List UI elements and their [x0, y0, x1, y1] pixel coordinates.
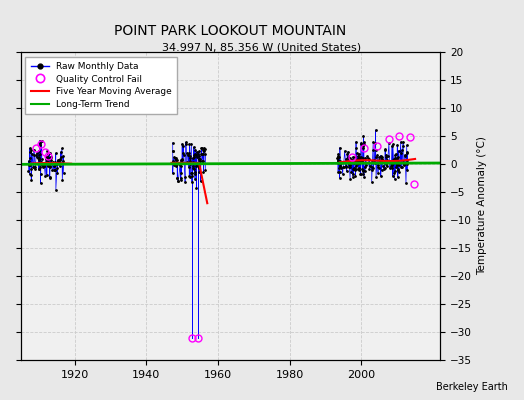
Text: 34.997 N, 85.356 W (United States): 34.997 N, 85.356 W (United States)	[162, 42, 362, 52]
Y-axis label: Temperature Anomaly (°C): Temperature Anomaly (°C)	[477, 136, 487, 276]
Title: POINT PARK LOOKOUT MOUNTAIN: POINT PARK LOOKOUT MOUNTAIN	[114, 24, 347, 38]
Legend: Raw Monthly Data, Quality Control Fail, Five Year Moving Average, Long-Term Tren: Raw Monthly Data, Quality Control Fail, …	[26, 56, 177, 114]
Text: Berkeley Earth: Berkeley Earth	[436, 382, 508, 392]
